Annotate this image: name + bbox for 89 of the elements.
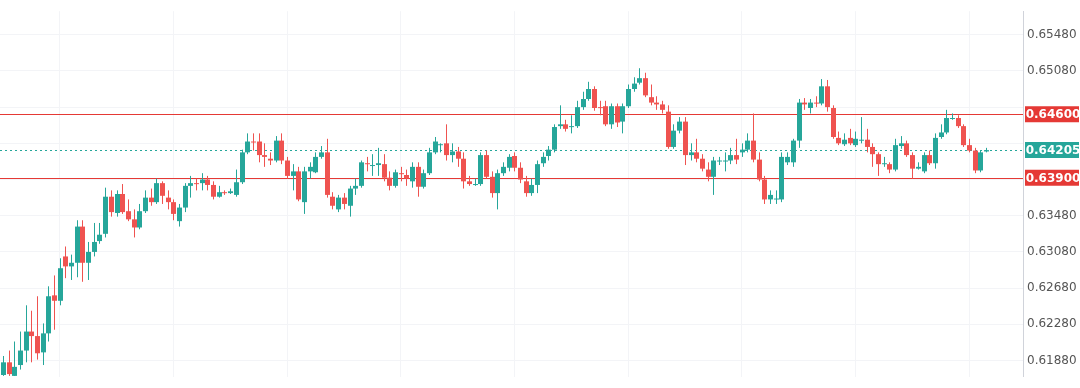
- candlestick: [865, 128, 870, 153]
- candlestick: [1, 355, 6, 377]
- candlestick: [211, 180, 216, 200]
- candlestick: [92, 222, 97, 257]
- candlestick: [160, 180, 165, 205]
- candlestick: [882, 156, 887, 168]
- candlestick: [535, 160, 540, 194]
- candlestick: [262, 142, 267, 168]
- candlestick: [581, 91, 586, 111]
- candlestick: [819, 78, 824, 106]
- candlestick: [24, 304, 29, 363]
- candlestick: [416, 161, 421, 198]
- candlestick: [825, 79, 830, 113]
- candlestick: [518, 161, 523, 184]
- candlestick: [115, 189, 120, 218]
- candlestick: [183, 182, 188, 213]
- candlestick: [615, 103, 620, 128]
- candlestick: [63, 245, 68, 279]
- candlestick: [274, 135, 279, 163]
- candlestick: [291, 163, 296, 191]
- y-tick-label: 0.65480: [1027, 26, 1077, 41]
- candlestick: [370, 153, 375, 177]
- y-tick-label: 0.62280: [1027, 316, 1077, 331]
- candlestick: [694, 138, 699, 163]
- y-tick-label: 0.61880: [1027, 352, 1077, 367]
- candlestick: [7, 350, 12, 377]
- candlestick: [973, 147, 978, 174]
- candlestick: [171, 198, 176, 221]
- candlestick: [774, 189, 779, 205]
- y-tick-label: 0.65080: [1027, 63, 1077, 78]
- candlestick: [444, 123, 449, 162]
- candlestick: [137, 203, 142, 230]
- candlestick: [359, 160, 364, 189]
- candlestick: [757, 151, 762, 182]
- candlestick: [52, 274, 57, 331]
- candlestick: [575, 100, 580, 129]
- candlestick: [876, 151, 881, 177]
- candlestick: [484, 150, 489, 180]
- candlestick: [643, 72, 648, 98]
- y-tick-label: 0.62680: [1027, 280, 1077, 295]
- candlestick: [706, 161, 711, 182]
- candlestick: [558, 104, 563, 130]
- candlestick: [143, 189, 148, 214]
- candlestick: [97, 222, 102, 245]
- candlestick: [365, 156, 370, 172]
- candlestick: [490, 170, 495, 199]
- candlestick: [387, 170, 392, 191]
- candlestick: [41, 322, 46, 366]
- ref-line-label: 0.64600: [1025, 107, 1080, 122]
- ref-line-label: 0.64205: [1025, 143, 1080, 158]
- candlestick: [177, 203, 182, 228]
- candlestick: [12, 341, 17, 377]
- candlestick: [586, 81, 591, 102]
- candlestick: [399, 166, 404, 182]
- candlestick: [609, 103, 614, 130]
- candlestick: [86, 241, 91, 281]
- candlestick: [285, 156, 290, 180]
- candlestick: [734, 138, 739, 165]
- candlestick: [461, 151, 466, 190]
- candlestick: [626, 84, 631, 109]
- y-tick-label: 0.63080: [1027, 244, 1077, 259]
- candlestick: [910, 151, 915, 180]
- candlestick: [410, 161, 415, 189]
- candlestick: [18, 331, 23, 371]
- candlestick: [762, 175, 767, 205]
- candlestick: [188, 175, 193, 199]
- candlestick: [35, 295, 40, 361]
- y-tick-label: 0.63480: [1027, 207, 1077, 222]
- candlestick: [751, 112, 756, 163]
- candlestick: [870, 142, 875, 168]
- candlestick: [524, 175, 529, 198]
- candlestick: [348, 185, 353, 218]
- candlestick: [671, 123, 676, 150]
- candlestick: [961, 123, 966, 148]
- candlestick: [109, 189, 114, 218]
- candlestick: [814, 95, 819, 108]
- candlestick: [154, 178, 159, 205]
- candlestick: [495, 169, 500, 210]
- candlestick: [421, 169, 426, 190]
- candlestick: [382, 153, 387, 182]
- candlestick: [456, 146, 461, 168]
- candlestick: [132, 208, 137, 238]
- candlestick: [620, 103, 625, 134]
- candlestick: [393, 169, 398, 189]
- candlestick: [649, 84, 654, 106]
- ref-line-label: 0.63900: [1025, 170, 1080, 185]
- candlestick: [512, 151, 517, 172]
- candlestick: [279, 132, 284, 165]
- candlestick: [569, 114, 574, 134]
